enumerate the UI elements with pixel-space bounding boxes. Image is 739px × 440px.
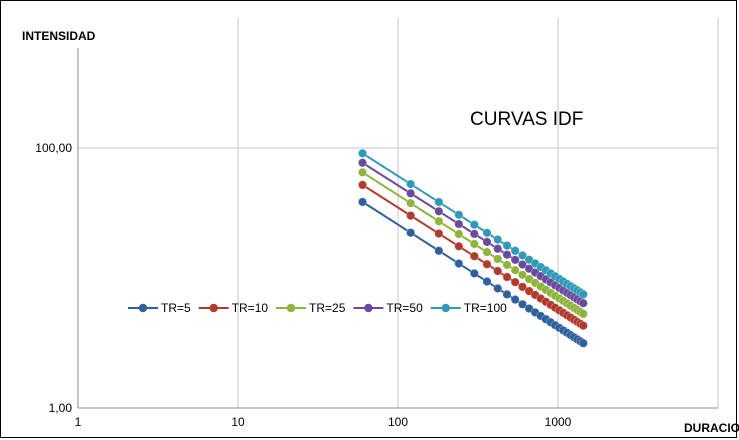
legend-item: TR=50 — [353, 301, 423, 315]
data-point — [434, 246, 444, 256]
data-point — [406, 228, 416, 238]
x-tick-label: 10 — [231, 415, 245, 429]
x-tick-label: 1 — [75, 415, 82, 429]
data-point — [502, 250, 512, 260]
legend-label: TR=10 — [232, 301, 269, 315]
data-point — [469, 239, 479, 249]
legend-swatch-marker — [441, 303, 450, 313]
data-point — [482, 247, 492, 257]
series-tr-10 — [357, 180, 588, 331]
legend-item: TR=25 — [276, 301, 346, 315]
data-point — [578, 338, 588, 348]
data-point — [434, 206, 444, 216]
legend-swatch-marker — [138, 303, 148, 313]
legend-label: TR=5 — [161, 301, 191, 315]
data-point — [469, 229, 479, 239]
data-point — [524, 264, 534, 274]
data-point — [493, 254, 503, 264]
legend-swatch-marker — [364, 303, 373, 313]
y-tick-label: 100,00 — [35, 141, 72, 155]
legend-item: TR=10 — [198, 301, 269, 315]
series-tr-100 — [357, 148, 588, 299]
data-point — [502, 260, 512, 270]
legend-label: TR=100 — [464, 301, 507, 315]
data-point — [493, 283, 503, 294]
data-point — [578, 309, 588, 319]
data-point — [510, 246, 520, 256]
data-point — [524, 286, 534, 296]
legend-swatch-marker — [286, 303, 296, 313]
data-point — [434, 228, 444, 239]
data-point — [406, 179, 416, 189]
data-point — [502, 289, 512, 299]
data-point — [517, 250, 528, 261]
data-point — [434, 197, 444, 207]
legend-item: TR=100 — [430, 301, 507, 315]
data-point — [517, 259, 528, 270]
data-point — [406, 198, 416, 208]
legend-item: TR=5 — [128, 301, 191, 315]
data-point — [454, 241, 464, 251]
data-point — [454, 258, 464, 269]
data-point — [578, 289, 588, 299]
data-point — [454, 229, 464, 239]
data-point — [357, 148, 368, 158]
legend-label: TR=50 — [386, 301, 423, 315]
series-tr-5 — [357, 197, 588, 348]
data-point — [524, 303, 534, 314]
data-point — [517, 282, 528, 292]
data-point — [482, 228, 492, 238]
y-axis-label: INTENSIDAD — [22, 29, 96, 43]
data-point — [357, 197, 368, 207]
data-point — [482, 237, 492, 247]
data-point — [434, 216, 444, 226]
data-point — [502, 240, 512, 251]
y-tick-label: 1,00 — [49, 401, 73, 415]
data-point — [469, 220, 479, 230]
data-point — [357, 180, 368, 190]
series-lines — [357, 148, 588, 348]
grid-lines — [78, 18, 719, 408]
chart-title: CURVAS IDF — [470, 109, 583, 130]
series-tr-50 — [357, 158, 588, 308]
data-point — [517, 299, 528, 309]
data-point — [454, 219, 464, 229]
data-point — [578, 298, 588, 308]
data-point — [469, 251, 479, 261]
tick-labels: 1 10 100 1000 1,00 100,00 — [35, 141, 571, 429]
data-point — [524, 255, 534, 265]
data-point — [469, 268, 479, 279]
data-point — [524, 274, 534, 284]
data-point — [406, 211, 416, 221]
data-point — [517, 270, 528, 280]
x-tick-label: 100 — [388, 415, 408, 429]
data-point — [493, 266, 503, 276]
data-point — [482, 276, 492, 287]
data-point — [493, 244, 503, 254]
x-tick-label: 1000 — [545, 415, 572, 429]
data-point — [510, 265, 520, 275]
data-point — [502, 272, 512, 282]
x-axis-label: DURACION — [684, 421, 739, 435]
data-point — [510, 295, 520, 305]
data-point — [406, 188, 416, 198]
data-point — [493, 235, 503, 245]
data-point — [357, 167, 368, 177]
data-point — [578, 321, 588, 331]
legend-label: TR=25 — [309, 301, 346, 315]
series-tr-25 — [357, 167, 588, 319]
legend: TR=5 TR=10 TR=25 TR=50 TR=100 — [128, 301, 507, 315]
data-point — [357, 158, 368, 168]
data-point — [482, 259, 492, 269]
data-point — [510, 255, 520, 265]
data-point — [454, 210, 464, 220]
axes — [77, 48, 718, 409]
data-point — [510, 277, 520, 287]
legend-swatch-marker — [209, 303, 218, 313]
